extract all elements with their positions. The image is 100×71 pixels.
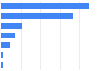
Bar [1,62,3,68]
Bar [1,3,89,9]
Bar [1,33,15,38]
Bar [1,13,73,19]
Bar [1,42,10,48]
Bar [1,52,3,58]
Bar [1,23,22,29]
